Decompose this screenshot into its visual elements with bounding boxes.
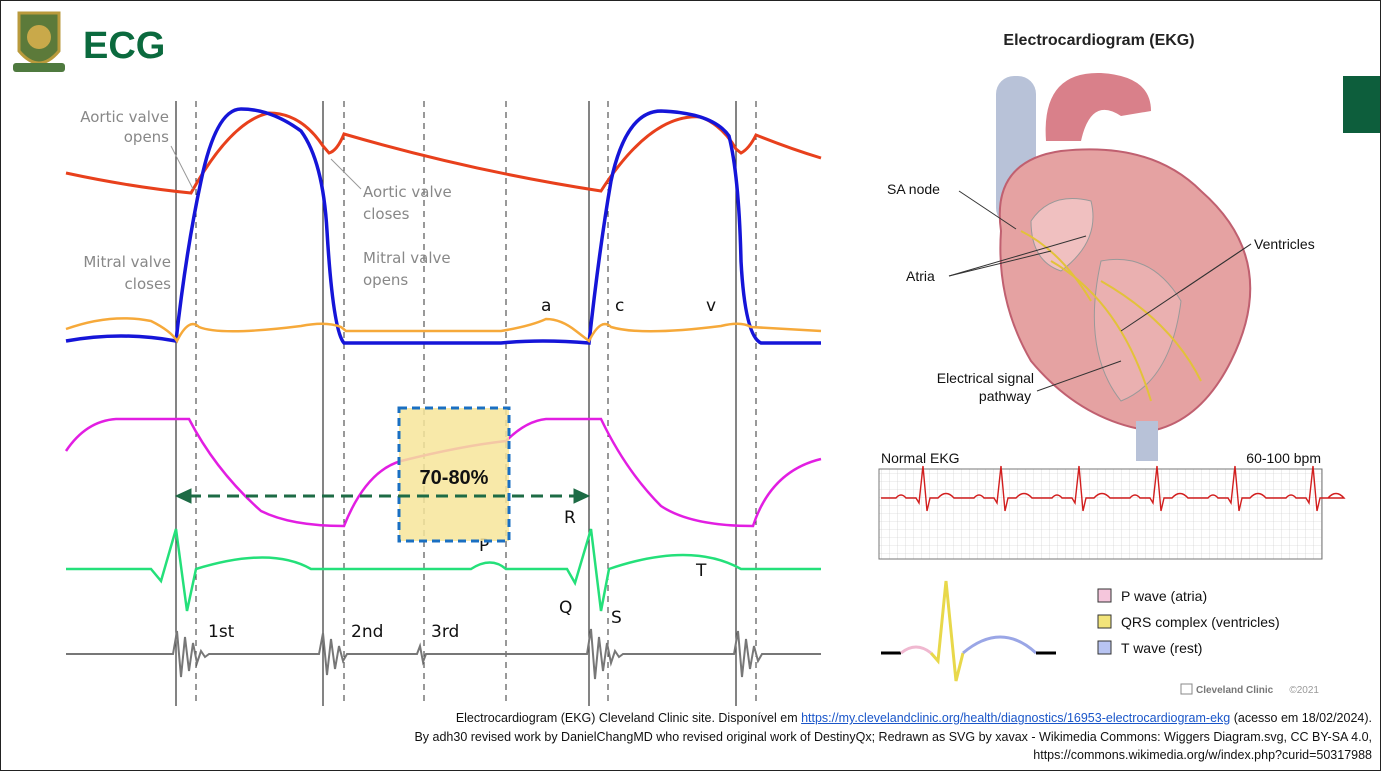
- label: a: [541, 296, 551, 316]
- label: c: [615, 296, 624, 316]
- legend-label: T wave (rest): [1121, 640, 1202, 656]
- heart-label: pathway: [979, 388, 1031, 404]
- label: 2nd: [351, 622, 383, 642]
- ecg-curve: [66, 529, 821, 611]
- heart-label: Ventricles: [1254, 236, 1315, 252]
- pointer: [171, 146, 193, 189]
- ekg-rate: 60-100 bpm: [1246, 450, 1321, 466]
- label: opens: [363, 271, 408, 289]
- heart-title: Electrocardiogram (EKG): [1003, 32, 1194, 49]
- label: Mitral valve: [363, 249, 451, 267]
- heart-label: Electrical signal: [937, 370, 1034, 386]
- label: opens: [124, 128, 169, 146]
- label: 3rd: [431, 622, 459, 642]
- label: Aortic valve: [363, 183, 452, 201]
- label: closes: [125, 275, 172, 293]
- highlight-label: 70-80%: [420, 467, 489, 489]
- label: closes: [363, 205, 410, 223]
- qrs-diagram: [881, 581, 1056, 681]
- slide: ECG Aortic valve opens Aortic valve clos…: [0, 0, 1381, 771]
- legend-label: QRS complex (ventricles): [1121, 614, 1280, 630]
- slide-title: ECG: [83, 25, 165, 67]
- footer-line: By adh30 revised work by DanielChangMD w…: [414, 730, 1372, 744]
- credit-year: ©2021: [1289, 685, 1319, 696]
- credit: Cleveland Clinic: [1196, 685, 1274, 696]
- label: 1st: [208, 622, 235, 642]
- corner-tab: [1343, 76, 1380, 133]
- ekg-legend: P wave (atria) QRS complex (ventricles) …: [1098, 588, 1280, 656]
- footer-line: https://commons.wikimedia.org/w/index.ph…: [1033, 748, 1372, 762]
- label: T: [695, 561, 707, 581]
- label: Mitral valve: [83, 253, 171, 271]
- label: R: [564, 508, 576, 528]
- slide-canvas: ECG Aortic valve opens Aortic valve clos…: [1, 1, 1380, 770]
- diastole-arrow: [176, 489, 589, 503]
- label: v: [706, 296, 716, 316]
- footer-line: Electrocardiogram (EKG) Cleveland Clinic…: [456, 711, 1372, 725]
- pointer: [331, 159, 361, 189]
- credit-icon: [1181, 684, 1192, 694]
- ekg-title: Normal EKG: [881, 450, 960, 466]
- footer-text: Electrocardiogram (EKG) Cleveland Clinic…: [456, 711, 801, 725]
- logo: [13, 13, 65, 72]
- phase-dashed-lines: [196, 101, 756, 706]
- heart-label: SA node: [887, 181, 940, 197]
- label: Aortic valve: [80, 108, 169, 126]
- heart-label: Atria: [906, 268, 935, 284]
- ekg-grid: [879, 469, 1322, 559]
- aortic-pressure-curve: [66, 113, 821, 193]
- footer-link[interactable]: https://my.clevelandclinic.org/health/di…: [801, 711, 1230, 725]
- label: Q: [559, 598, 572, 618]
- legend-label: P wave (atria): [1121, 588, 1207, 604]
- label: S: [611, 608, 622, 628]
- phase-lines: [176, 101, 736, 706]
- footer-text: (acesso em 18/02/2024).: [1230, 711, 1372, 725]
- heart-illustration: [996, 73, 1250, 461]
